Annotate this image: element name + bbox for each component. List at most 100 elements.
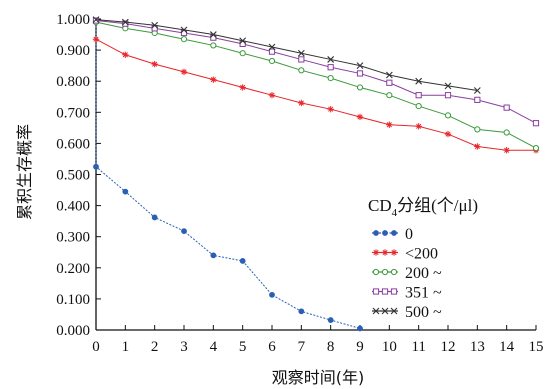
x-tick-label: 4 xyxy=(210,339,218,355)
data-point xyxy=(372,307,380,315)
data-point xyxy=(327,56,335,63)
data-point xyxy=(390,288,398,295)
x-tick-label: 5 xyxy=(239,339,247,355)
data-point xyxy=(390,307,398,315)
data-point xyxy=(532,120,540,127)
data-point xyxy=(373,230,379,236)
y-tick-label: 0.300 xyxy=(56,230,90,246)
data-point xyxy=(532,144,540,152)
data-point xyxy=(122,20,129,27)
data-point xyxy=(444,112,452,119)
data-point xyxy=(122,51,129,58)
x-tick-label: 3 xyxy=(180,339,188,355)
series-line xyxy=(95,21,537,149)
x-tick-label: 14 xyxy=(499,339,515,355)
data-point xyxy=(381,288,389,295)
legend-item-4: 500 ~ xyxy=(372,304,442,321)
series-4 xyxy=(92,16,481,94)
series-line xyxy=(95,19,478,92)
x-tick-label: 7 xyxy=(298,339,306,355)
data-point xyxy=(298,67,305,74)
data-point xyxy=(269,291,275,298)
legend-label: 351 ~ xyxy=(405,285,442,302)
data-point xyxy=(372,268,380,276)
data-point xyxy=(503,147,510,154)
data-point xyxy=(92,36,100,43)
data-point xyxy=(386,121,393,128)
data-point xyxy=(239,50,246,57)
data-point xyxy=(327,74,334,82)
data-point xyxy=(210,76,217,83)
data-point xyxy=(210,42,217,49)
legend-item-2: 200 ~ xyxy=(372,265,442,282)
data-point xyxy=(151,21,159,29)
y-tick-label: 0.800 xyxy=(56,74,90,90)
data-point xyxy=(372,288,380,295)
data-point xyxy=(503,129,510,136)
data-point xyxy=(415,77,423,85)
data-point xyxy=(385,71,393,79)
data-point xyxy=(151,60,158,68)
legend-label: 200 ~ xyxy=(405,265,442,282)
x-tick-label: 9 xyxy=(356,339,364,355)
y-tick-label: 0.100 xyxy=(56,292,90,308)
data-point xyxy=(298,56,305,63)
data-point xyxy=(444,82,452,90)
y-tick-label: 0.400 xyxy=(56,199,90,215)
data-point xyxy=(327,64,334,71)
data-point xyxy=(210,252,217,259)
data-point xyxy=(356,84,364,91)
y-tick-label: 0.600 xyxy=(56,136,90,152)
axes: 0.000 0.100 0.200 0.300 0.400 0.500 0.600 0.700… xyxy=(56,12,543,355)
x-tick-label: 2 xyxy=(151,339,159,355)
x-tick-label: 12 xyxy=(441,339,456,355)
data-point xyxy=(372,249,380,256)
x-tick-label: 8 xyxy=(327,339,335,355)
y-tick-label: 1.000 xyxy=(56,12,90,28)
data-point xyxy=(180,68,188,76)
series-0 xyxy=(93,19,363,332)
data-point xyxy=(390,268,398,276)
data-point xyxy=(239,37,247,45)
data-point xyxy=(381,249,389,256)
y-tick-label: 0.200 xyxy=(56,261,90,277)
data-point xyxy=(268,48,276,55)
series-line xyxy=(95,19,361,329)
data-point xyxy=(151,214,158,221)
data-point xyxy=(92,16,100,24)
x-tick-label: 11 xyxy=(411,339,425,355)
series-layer xyxy=(92,16,540,332)
series-line xyxy=(95,20,537,124)
data-point xyxy=(391,230,397,236)
data-point xyxy=(298,308,305,315)
legend: CD4分组(个/μl) 0 <200 200 ~ 351 ~ 500 ~ xyxy=(368,196,478,321)
data-point xyxy=(415,123,422,130)
y-tick-label: 0.500 xyxy=(56,168,90,184)
data-point xyxy=(390,249,398,256)
series-line xyxy=(95,38,536,151)
legend-label: 0 xyxy=(405,226,413,243)
data-point xyxy=(268,91,276,99)
data-point xyxy=(239,84,246,91)
data-point xyxy=(474,96,481,103)
data-point xyxy=(297,49,305,57)
data-point xyxy=(239,258,246,264)
legend-title: CD4分组(个/μl) xyxy=(368,196,478,219)
data-point xyxy=(92,17,100,24)
y-tick-label: 0.000 xyxy=(56,323,90,339)
series-2 xyxy=(92,19,540,152)
data-point xyxy=(268,43,276,51)
data-point xyxy=(356,62,364,70)
legend-label: <200 xyxy=(405,246,438,263)
y-tick-label: 0.900 xyxy=(56,43,90,59)
x-axis-title: 观察时间(年) xyxy=(272,368,365,387)
data-point xyxy=(121,18,129,26)
y-tick-label: 0.700 xyxy=(56,105,90,121)
legend-item-3: 351 ~ xyxy=(372,285,442,302)
data-point xyxy=(298,99,305,107)
x-tick-label: 0 xyxy=(92,339,100,355)
data-point xyxy=(357,325,363,332)
data-point xyxy=(474,126,481,133)
y-axis-title: 累积生存概率 xyxy=(15,124,34,220)
